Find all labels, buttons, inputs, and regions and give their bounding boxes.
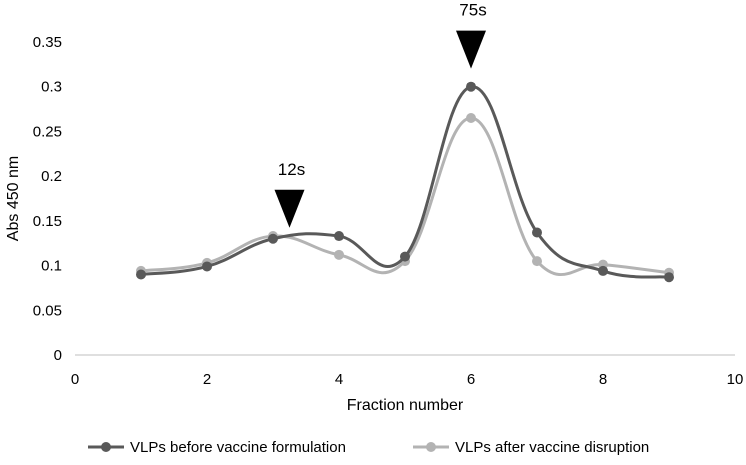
series-layer: [136, 81, 674, 283]
data-point: [334, 249, 344, 260]
x-tick-label: 2: [203, 371, 211, 388]
y-tick-label: 0.25: [33, 123, 62, 140]
legend-item: VLPs after vaccine disruption: [413, 439, 649, 456]
annotation: 75s: [456, 1, 487, 69]
down-triangle-marker: [274, 189, 305, 228]
annotation-layer: 12s 75s: [274, 1, 487, 228]
y-tick-label: 0.15: [33, 213, 62, 230]
series-line: [140, 85, 670, 279]
x-axis-title: Fraction number: [347, 397, 464, 414]
x-tick-label: 6: [467, 371, 475, 388]
data-point: [532, 256, 542, 267]
legend-marker: [101, 442, 111, 452]
series-line: [140, 116, 670, 276]
y-tick-label: 0.2: [41, 168, 62, 185]
y-tick-label: 0.05: [33, 302, 62, 319]
annotation: 12s: [274, 160, 305, 228]
y-tick-label: 0.3: [41, 79, 62, 96]
annotation-label: 12s: [278, 160, 305, 179]
y-tick-label: 0.35: [33, 34, 62, 51]
data-point: [532, 227, 542, 238]
legend-item: VLPs before vaccine formulation: [88, 439, 346, 456]
data-point: [334, 231, 344, 242]
y-axis-title: Abs 450 nm: [5, 156, 22, 241]
data-point: [598, 265, 608, 276]
legend: VLPs before vaccine formulation VLPs afte…: [88, 439, 649, 456]
x-axis-ticks: 0 2 4 6 8 10: [71, 371, 744, 388]
legend-label: VLPs before vaccine formulation: [130, 439, 346, 456]
x-tick-label: 8: [599, 371, 607, 388]
x-tick-label: 10: [727, 371, 744, 388]
data-point: [202, 261, 212, 272]
data-point: [466, 113, 476, 124]
y-tick-label: 0.1: [41, 258, 62, 275]
data-point: [466, 81, 476, 92]
data-point: [268, 233, 278, 244]
data-point: [400, 251, 410, 262]
data-point: [664, 272, 674, 283]
series-1: [136, 81, 674, 283]
x-tick-label: 4: [335, 371, 343, 388]
data-point: [136, 269, 146, 280]
legend-marker: [426, 442, 436, 452]
y-tick-label: 0: [54, 347, 62, 364]
x-tick-label: 0: [71, 371, 79, 388]
y-axis-ticks: 0 0.05 0.1 0.15 0.2 0.25 0.3 0.35: [33, 34, 62, 364]
legend-label: VLPs after vaccine disruption: [455, 439, 649, 456]
down-triangle-marker: [456, 30, 486, 69]
annotation-label: 75s: [459, 1, 486, 20]
